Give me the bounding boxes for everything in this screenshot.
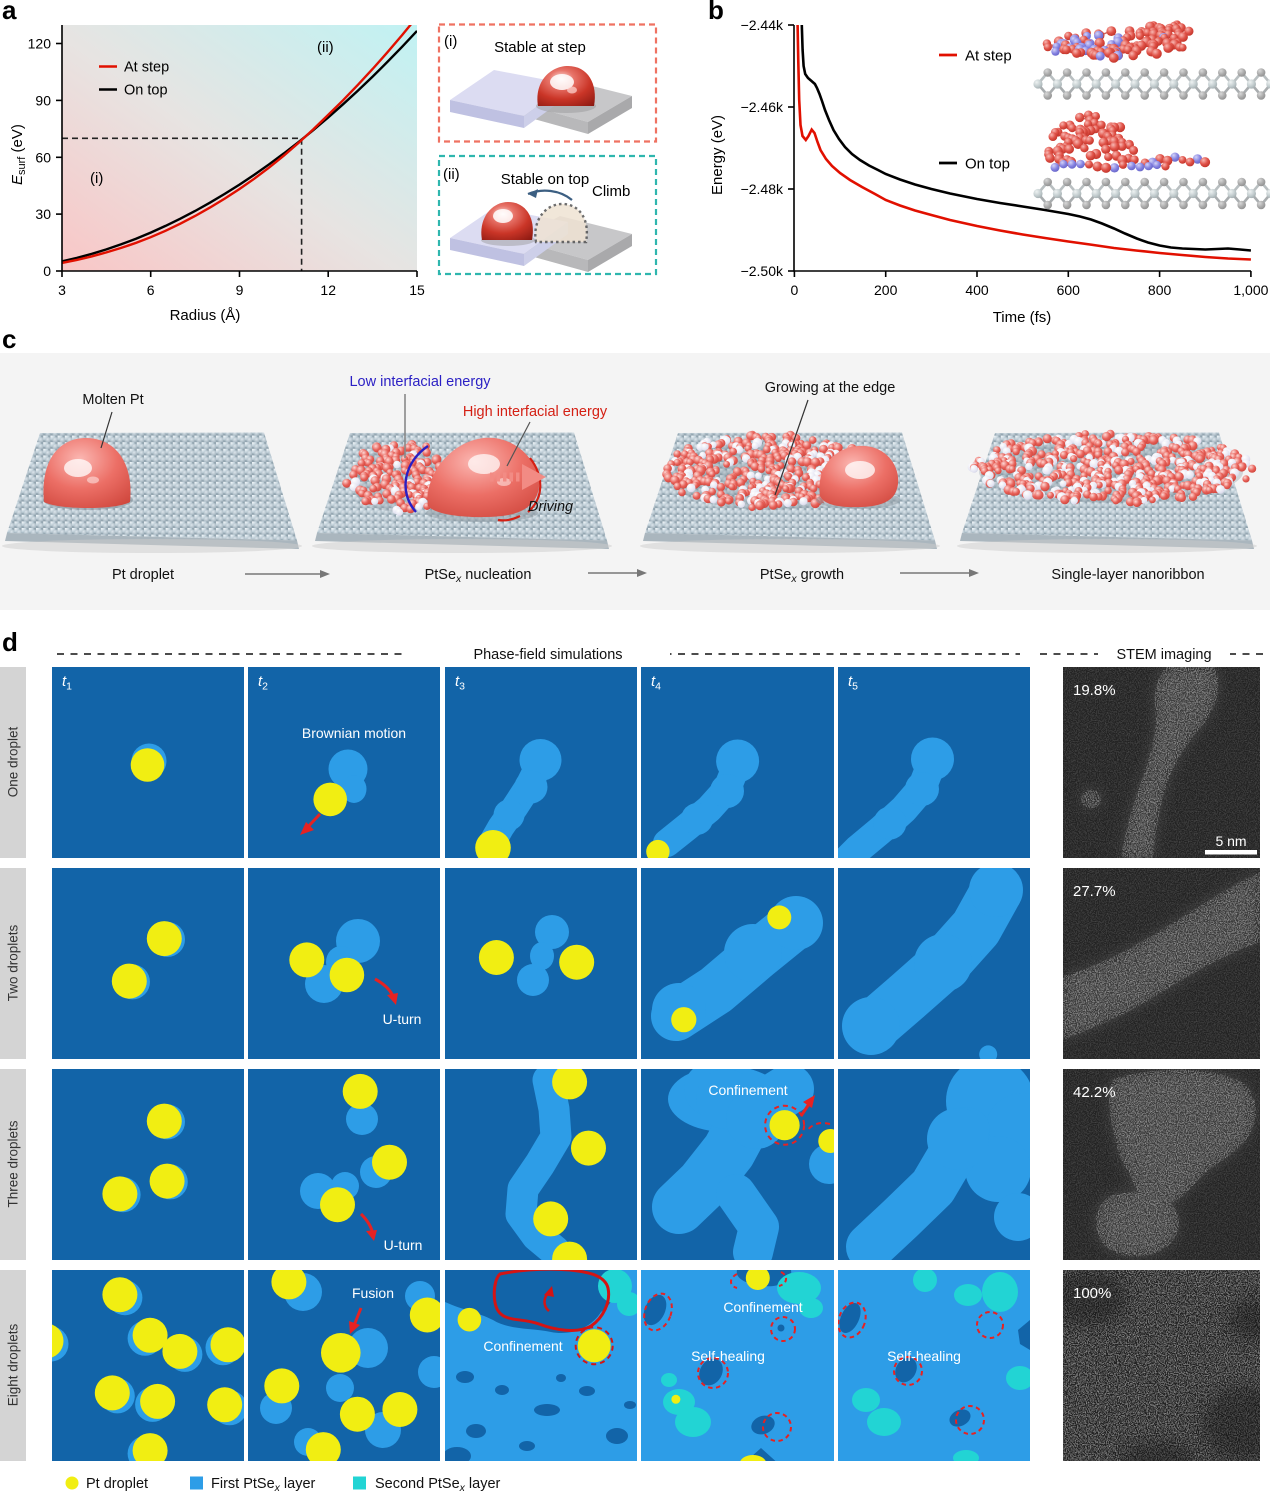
svg-text:−2.46k: −2.46k bbox=[741, 99, 784, 115]
svg-text:Molten Pt: Molten Pt bbox=[82, 392, 143, 408]
svg-text:15: 15 bbox=[409, 282, 425, 298]
svg-text:1,000: 1,000 bbox=[1233, 282, 1268, 298]
svg-text:Self-healing: Self-healing bbox=[887, 1348, 961, 1364]
svg-text:600: 600 bbox=[1057, 282, 1081, 298]
svg-text:(i): (i) bbox=[90, 170, 103, 187]
svg-text:Pt droplet: Pt droplet bbox=[86, 1476, 148, 1491]
svg-text:27.7%: 27.7% bbox=[1073, 883, 1116, 900]
svg-text:PtSex growth: PtSex growth bbox=[760, 567, 844, 585]
svg-text:First PtSex layer: First PtSex layer bbox=[211, 1476, 316, 1491]
svg-text:Pt droplet: Pt droplet bbox=[112, 567, 174, 583]
svg-text:6: 6 bbox=[147, 282, 155, 298]
svg-text:200: 200 bbox=[874, 282, 898, 298]
svg-text:On top: On top bbox=[124, 83, 168, 99]
svg-text:12: 12 bbox=[320, 282, 336, 298]
svg-text:Esurf (eV): Esurf (eV) bbox=[9, 124, 28, 185]
svg-text:Stable at step: Stable at step bbox=[494, 39, 586, 56]
svg-text:At step: At step bbox=[124, 60, 169, 76]
svg-text:400: 400 bbox=[965, 282, 989, 298]
svg-text:(ii): (ii) bbox=[317, 39, 334, 56]
svg-text:9: 9 bbox=[236, 282, 244, 298]
svg-text:−2.48k: −2.48k bbox=[741, 181, 784, 197]
svg-text:42.2%: 42.2% bbox=[1073, 1084, 1116, 1101]
svg-text:On top: On top bbox=[965, 156, 1010, 173]
svg-text:90: 90 bbox=[35, 92, 51, 108]
svg-text:Driving: Driving bbox=[528, 499, 573, 515]
svg-text:b: b bbox=[708, 0, 724, 25]
svg-text:Climb: Climb bbox=[592, 183, 630, 200]
svg-text:Phase-field simulations: Phase-field simulations bbox=[473, 647, 622, 663]
svg-text:−2.50k: −2.50k bbox=[741, 263, 784, 279]
svg-text:PtSex nucleation: PtSex nucleation bbox=[425, 567, 532, 585]
svg-text:t1: t1 bbox=[61, 673, 71, 692]
svg-text:t3: t3 bbox=[455, 673, 465, 692]
svg-text:3: 3 bbox=[58, 282, 66, 298]
svg-text:(i): (i) bbox=[444, 33, 457, 50]
svg-text:t2: t2 bbox=[258, 673, 268, 692]
svg-text:At step: At step bbox=[965, 48, 1012, 65]
svg-text:Energy (eV): Energy (eV) bbox=[709, 115, 726, 195]
svg-text:Growing at the edge: Growing at the edge bbox=[765, 380, 896, 396]
svg-text:Brownian motion: Brownian motion bbox=[302, 725, 406, 741]
svg-text:0: 0 bbox=[43, 263, 51, 279]
svg-text:5 nm: 5 nm bbox=[1215, 833, 1246, 849]
svg-text:100%: 100% bbox=[1073, 1285, 1111, 1302]
svg-text:Self-healing: Self-healing bbox=[691, 1348, 765, 1364]
svg-text:t5: t5 bbox=[848, 673, 858, 692]
svg-text:a: a bbox=[2, 0, 17, 25]
svg-text:U-turn: U-turn bbox=[384, 1237, 423, 1253]
svg-text:Low interfacial energy: Low interfacial energy bbox=[349, 374, 491, 390]
svg-text:Radius (Å): Radius (Å) bbox=[170, 307, 241, 324]
svg-text:Confinement: Confinement bbox=[724, 1299, 803, 1315]
svg-text:120: 120 bbox=[28, 36, 52, 52]
svg-text:Confinement: Confinement bbox=[483, 1338, 562, 1354]
svg-text:t4: t4 bbox=[651, 673, 661, 692]
svg-text:Second PtSex layer: Second PtSex layer bbox=[375, 1476, 501, 1491]
svg-text:800: 800 bbox=[1148, 282, 1172, 298]
svg-text:Confinement: Confinement bbox=[709, 1082, 788, 1098]
svg-text:(ii): (ii) bbox=[443, 166, 460, 183]
svg-text:STEM imaging: STEM imaging bbox=[1116, 647, 1211, 663]
svg-text:19.8%: 19.8% bbox=[1073, 682, 1116, 699]
svg-text:High interfacial energy: High interfacial energy bbox=[463, 404, 608, 420]
svg-text:U-turn: U-turn bbox=[383, 1011, 422, 1027]
svg-text:60: 60 bbox=[35, 149, 51, 165]
svg-text:Fusion: Fusion bbox=[352, 1285, 394, 1301]
svg-text:Single-layer nanoribbon: Single-layer nanoribbon bbox=[1051, 567, 1204, 583]
svg-text:Time (fs): Time (fs) bbox=[993, 309, 1052, 326]
svg-text:−2.44k: −2.44k bbox=[741, 17, 784, 33]
svg-text:30: 30 bbox=[35, 206, 51, 222]
svg-text:0: 0 bbox=[791, 282, 799, 298]
svg-text:Stable on top: Stable on top bbox=[501, 171, 589, 188]
